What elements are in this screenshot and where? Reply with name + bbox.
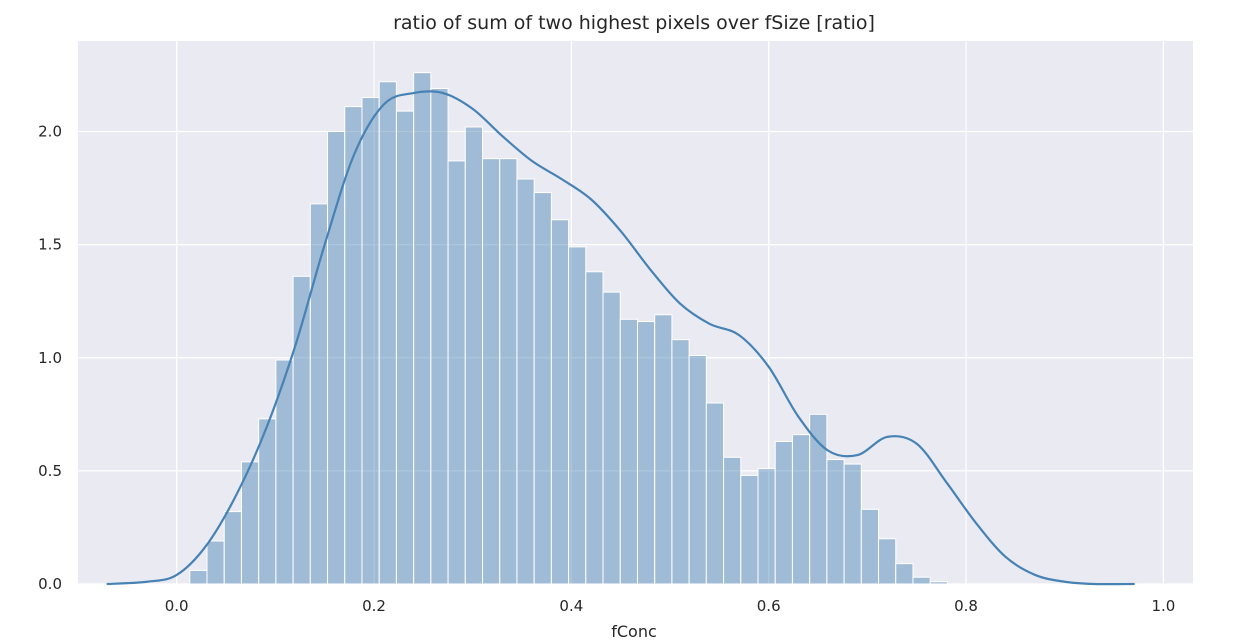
histogram-bar	[223, 511, 242, 585]
histogram-bar	[860, 508, 880, 585]
histogram-bar	[206, 540, 225, 585]
y-tick-label: 2.0	[38, 123, 62, 141]
histogram-bar	[585, 271, 604, 585]
histogram-bar	[533, 192, 552, 585]
histogram-bar	[671, 339, 690, 585]
histogram-bar	[189, 569, 208, 585]
histogram-bar	[912, 576, 931, 585]
histogram-bar	[774, 440, 793, 585]
histogram-bar	[447, 160, 466, 585]
y-tick-label: 0.5	[38, 462, 62, 480]
histogram-bar	[740, 474, 759, 585]
histogram-bar	[843, 463, 862, 585]
histogram-bar	[361, 97, 380, 585]
histogram-bar	[413, 72, 432, 585]
histogram-bar	[378, 81, 397, 585]
histogram-bar	[395, 110, 415, 585]
histogram-bar	[619, 318, 638, 585]
histogram-bar	[636, 321, 656, 585]
chart-title: ratio of sum of two highest pixels over …	[393, 12, 875, 34]
histogram-bars	[189, 72, 948, 585]
histogram-bar	[430, 88, 449, 585]
histogram-bar	[568, 246, 587, 585]
x-tick-label: 0.8	[954, 597, 978, 615]
grid-lines	[78, 41, 1193, 585]
histogram-bar	[895, 563, 914, 585]
histogram-bar	[929, 581, 948, 585]
histogram-bar	[550, 219, 570, 585]
histogram-bar	[878, 538, 897, 585]
histogram-bar	[499, 158, 518, 585]
histogram-bar	[344, 106, 363, 585]
y-tick-labels: 0.0 0.5 1.0 1.5 2.0	[38, 123, 62, 594]
histogram-bar	[258, 418, 277, 585]
histogram-bar	[482, 158, 501, 585]
x-tick-label: 1.0	[1151, 597, 1175, 615]
y-tick-label: 0.0	[38, 575, 62, 593]
histogram-bar	[516, 178, 535, 585]
x-tick-label: 0.4	[559, 597, 583, 615]
histogram-bar	[723, 456, 742, 585]
histogram-bar	[602, 291, 621, 585]
histogram-bar	[826, 459, 845, 585]
y-tick-label: 1.0	[38, 349, 62, 367]
histogram-bar	[791, 434, 811, 585]
histogram-bar	[654, 314, 673, 585]
x-tick-label: 0.0	[165, 597, 189, 615]
histogram-bar	[809, 413, 828, 585]
x-tick-label: 0.2	[362, 597, 386, 615]
histogram-bar	[688, 354, 707, 585]
y-tick-label: 1.5	[38, 236, 62, 254]
x-tick-labels: 0.0 0.2 0.4 0.6 0.8 1.0	[165, 597, 1176, 615]
histogram-bar	[757, 468, 776, 585]
histogram-bar	[705, 402, 725, 585]
x-tick-label: 0.6	[757, 597, 781, 615]
x-axis-label: fConc	[611, 622, 657, 641]
kde-curve	[106, 90, 1135, 586]
histogram-bar	[327, 131, 346, 585]
histogram-bar	[464, 126, 484, 585]
